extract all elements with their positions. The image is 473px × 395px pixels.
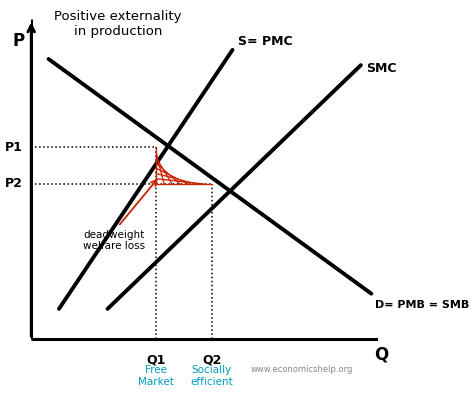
Text: P: P [13, 32, 25, 50]
Text: SMC: SMC [366, 62, 396, 75]
Text: P2: P2 [5, 177, 23, 190]
Text: Socially
efficient: Socially efficient [190, 365, 233, 387]
Text: Free
Market: Free Market [138, 365, 174, 387]
Text: Q: Q [375, 346, 389, 363]
Text: P1: P1 [5, 141, 23, 154]
Text: Q1: Q1 [147, 353, 166, 366]
Text: S= PMC: S= PMC [238, 35, 292, 48]
Text: Q2: Q2 [202, 353, 221, 366]
Text: D= PMB = SMB: D= PMB = SMB [375, 300, 469, 310]
Text: deadweight
welfare loss: deadweight welfare loss [83, 229, 146, 251]
Text: www.economicshelp.org: www.economicshelp.org [251, 365, 353, 374]
Text: Positive externality
in production: Positive externality in production [54, 10, 182, 38]
